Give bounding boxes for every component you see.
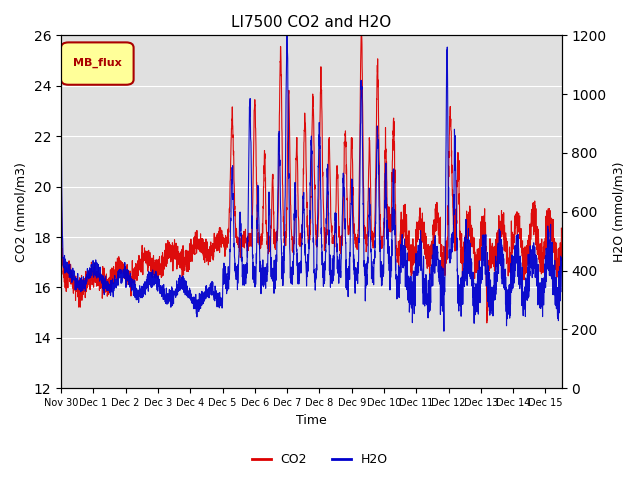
Text: MB_flux: MB_flux: [73, 58, 122, 68]
Y-axis label: H2O (mmol/m3): H2O (mmol/m3): [612, 162, 625, 262]
X-axis label: Time: Time: [296, 414, 326, 427]
Y-axis label: CO2 (mmol/m3): CO2 (mmol/m3): [15, 162, 28, 262]
Title: LI7500 CO2 and H2O: LI7500 CO2 and H2O: [231, 15, 392, 30]
Legend: CO2, H2O: CO2, H2O: [247, 448, 393, 471]
FancyBboxPatch shape: [61, 42, 134, 85]
